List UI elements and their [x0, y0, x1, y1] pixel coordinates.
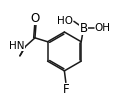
Text: B: B [79, 22, 88, 35]
Text: OH: OH [95, 23, 111, 33]
Text: F: F [63, 83, 69, 96]
Text: HN: HN [9, 41, 25, 51]
Text: HO: HO [57, 16, 73, 26]
Text: O: O [30, 12, 40, 25]
